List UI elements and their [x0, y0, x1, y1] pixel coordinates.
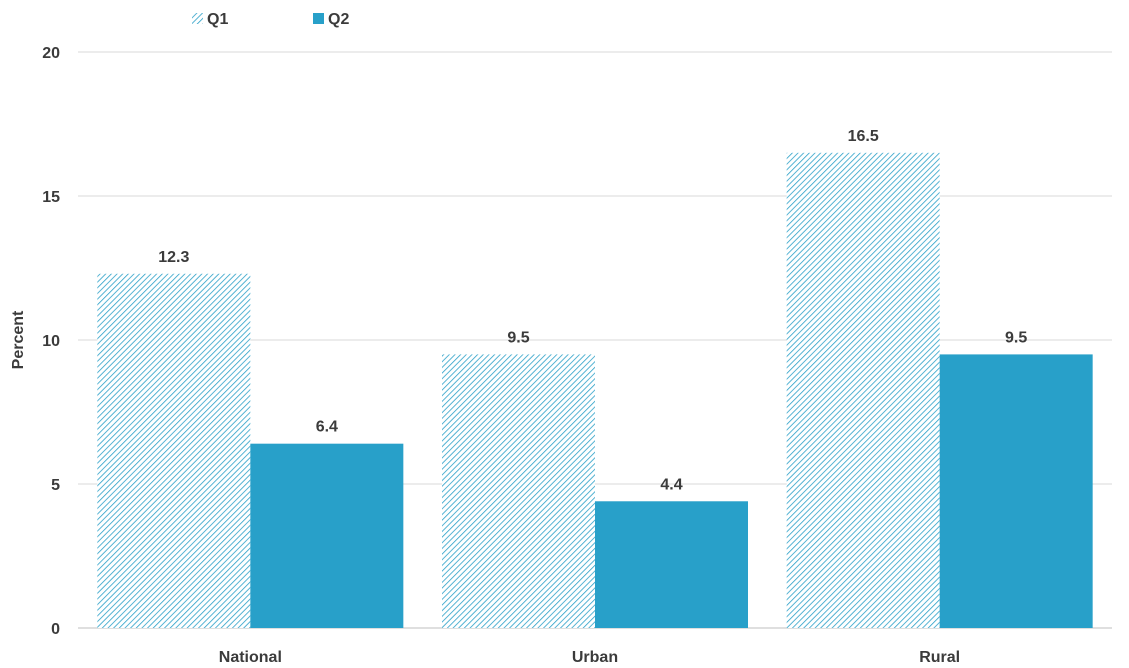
bar-q1-urban	[442, 354, 595, 628]
data-label-q2-national: 6.4	[316, 419, 338, 436]
legend-swatch-q1	[192, 13, 203, 24]
x-category-label: Rural	[919, 649, 960, 666]
bars	[97, 153, 1092, 628]
y-axis-title: Percent	[10, 310, 27, 369]
x-category-label: Urban	[572, 649, 618, 666]
y-tick-label: 15	[42, 189, 60, 206]
data-label-q1-national: 12.3	[158, 249, 189, 266]
bar-q1-rural	[787, 153, 940, 628]
bar-q1-national	[97, 274, 250, 628]
x-axis-categories: National Urban Rural	[219, 649, 960, 666]
legend-item-q2: Q2	[313, 11, 349, 28]
bar-q2-rural	[940, 354, 1093, 628]
data-label-q1-urban: 9.5	[507, 329, 529, 346]
y-tick-label: 0	[51, 621, 60, 638]
y-tick-label: 5	[51, 477, 60, 494]
legend-swatch-q2	[313, 13, 324, 24]
bar-q2-urban	[595, 501, 748, 628]
data-label-q1-rural: 16.5	[848, 128, 879, 145]
x-category-label: National	[219, 649, 282, 666]
legend-label-q2: Q2	[328, 11, 349, 28]
y-tick-label: 20	[42, 45, 60, 62]
y-tick-label: 10	[42, 333, 60, 350]
legend: Q1 Q2	[192, 11, 349, 28]
y-axis-ticks: 0 5 10 15 20	[42, 45, 60, 638]
data-label-q2-rural: 9.5	[1005, 329, 1027, 346]
bar-q2-national	[250, 444, 403, 628]
data-label-q2-urban: 4.4	[660, 476, 682, 493]
legend-item-q1: Q1	[192, 11, 228, 28]
legend-label-q1: Q1	[207, 11, 228, 28]
